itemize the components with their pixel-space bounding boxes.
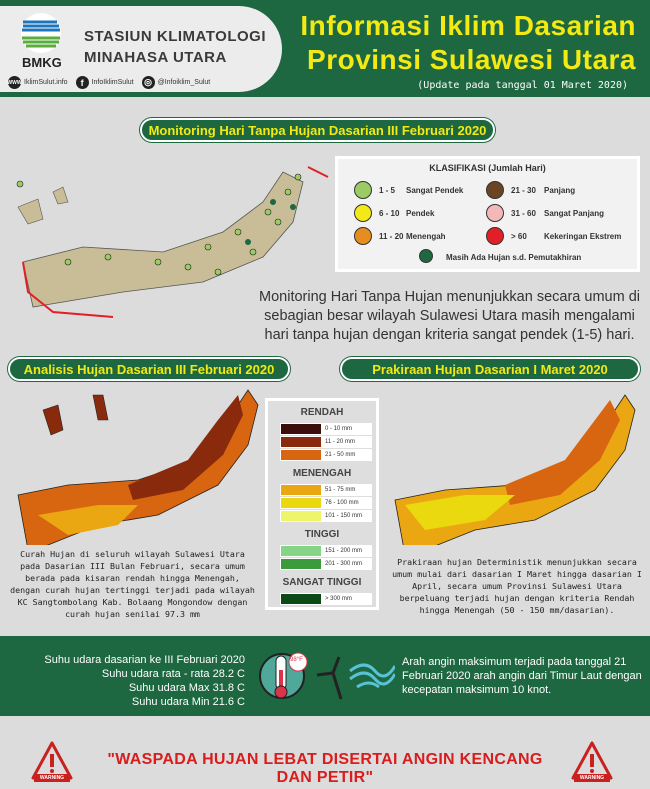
org-name-line1: STASIUN KLIMATOLOGI xyxy=(84,28,266,45)
rain-group-title: MENENGAH xyxy=(292,468,352,479)
rain-legend-label: Masih Ada Hujan s.d. Pemutakhiran xyxy=(446,253,582,262)
warning-badge-left: WARNING xyxy=(39,775,65,781)
rain-legend-row: 76 - 100 mm xyxy=(280,497,372,509)
analysis-banner: Analisis Hujan Dasarian III Februari 202… xyxy=(8,357,290,381)
forecast-text: Prakiraan hujan Deterministik menunjukka… xyxy=(392,557,642,615)
warning-right-icon xyxy=(571,741,613,782)
forecast-banner: Prakiraan Hujan Dasarian I Maret 2020 xyxy=(340,357,640,381)
class-dot-icon xyxy=(486,181,504,199)
rain-group-title: SANGAT TINGGI xyxy=(282,577,362,588)
rain-swatch xyxy=(281,546,321,556)
rain-legend-row: 21 - 50 mm xyxy=(280,449,372,461)
rain-swatch xyxy=(281,485,321,495)
temperature-info: Suhu udara dasarian ke III Februari 2020… xyxy=(5,653,245,709)
facebook-icon: f xyxy=(75,76,89,89)
class-dot-icon xyxy=(354,227,372,245)
logo-panel: BMKG STASIUN KLIMATOLOGI MINAHASA UTARA … xyxy=(0,6,282,92)
analysis-text: Curah Hujan di seluruh wilayah Sulawesi … xyxy=(10,549,255,619)
class-range: 21 - 30 xyxy=(511,186,536,195)
instagram-icon: ◎ xyxy=(141,76,155,89)
rain-range: 101 - 150 mm xyxy=(325,513,363,519)
thermometer-icon xyxy=(259,652,308,699)
weather-band: Suhu udara dasarian ke III Februari 2020… xyxy=(0,636,650,716)
class-label: Panjang xyxy=(544,186,576,195)
rain-swatch xyxy=(281,450,321,460)
wind-info: Arah angin maksimum terjadi pada tanggal… xyxy=(402,656,642,696)
monitoring-summary: Monitoring Hari Tanpa Hujan menunjukkan … xyxy=(259,289,640,343)
class-label: Menengah xyxy=(406,232,446,241)
rain-range: 201 - 300 mm xyxy=(325,561,363,567)
temp-min: Suhu udara Min 21.6 C xyxy=(131,696,245,708)
rain-dot-icon xyxy=(419,249,433,263)
temp-title: Suhu udara dasarian ke III Februari 2020 xyxy=(44,654,245,666)
class-label: Pendek xyxy=(406,209,435,218)
wind-icon xyxy=(316,656,395,700)
rain-swatch xyxy=(281,559,321,569)
classification-legend: KLASIFIKASI (Jumlah Hari) 1 - 5 Sangat P… xyxy=(335,156,640,272)
monitoring-map xyxy=(16,166,329,318)
instagram-link[interactable]: ◎ @Infoiklim_Sulut xyxy=(141,76,210,89)
rain-legend-row: 101 - 150 mm xyxy=(280,510,372,522)
class-dot-icon xyxy=(354,204,372,222)
rain-legend-row: 51 - 75 mm xyxy=(280,484,372,496)
class-range: 11 - 20 xyxy=(379,232,404,241)
analysis-map xyxy=(17,389,259,545)
rain-swatch xyxy=(281,437,321,447)
rain-swatch xyxy=(281,511,321,521)
rain-swatch xyxy=(281,594,321,604)
rainfall-legend: RENDAH 0 - 10 mm 11 - 20 mm 21 - 50 mm MENEN… xyxy=(265,398,379,610)
update-date: (Update pada tanggal 01 Maret 2020) xyxy=(417,80,628,91)
web-icon: WWW xyxy=(7,76,22,89)
warning-badge-right: WARNING xyxy=(579,775,605,781)
temp-max: Suhu udara Max 31.8 C xyxy=(128,682,245,694)
class-label: Kekeringan Ekstrem xyxy=(544,232,622,241)
rain-legend-row: > 300 mm xyxy=(280,593,372,605)
warning-text: "WASPADA HUJAN LEBAT DISERTAI ANGIN KENC… xyxy=(107,751,543,786)
class-dot-icon xyxy=(486,227,504,245)
rain-legend-row: 151 - 200 mm xyxy=(280,545,372,557)
rain-swatch xyxy=(281,424,321,434)
class-dot-icon xyxy=(486,204,504,222)
monitoring-banner: Monitoring Hari Tanpa Hujan Dasarian III… xyxy=(140,118,495,142)
rain-range: 51 - 75 mm xyxy=(325,487,356,493)
rain-legend-row: 0 - 10 mm xyxy=(280,423,372,435)
rain-range: 21 - 50 mm xyxy=(325,452,356,458)
thermometer-badge: 98°F xyxy=(290,657,303,663)
title-line2: Provinsi Sulawesi Utara xyxy=(307,44,636,75)
website-link[interactable]: WWW IklimSulut.info xyxy=(7,76,68,89)
class-dot-icon xyxy=(354,181,372,199)
bmkg-logo-icon xyxy=(21,13,61,53)
rain-group-title: TINGGI xyxy=(304,529,340,540)
org-name-line2: MINAHASA UTARA xyxy=(84,49,227,66)
rain-range: 151 - 200 mm xyxy=(325,548,363,554)
rain-range: 76 - 100 mm xyxy=(325,500,359,506)
rain-range: 0 - 10 mm xyxy=(325,426,353,432)
rain-legend-row: 11 - 20 mm xyxy=(280,436,372,448)
class-range: 6 - 10 xyxy=(379,209,400,218)
rain-range: 11 - 20 mm xyxy=(325,439,355,445)
rain-range: > 300 mm xyxy=(325,596,352,602)
logo-text: BMKG xyxy=(22,55,62,70)
class-range: 1 - 5 xyxy=(379,186,396,195)
temp-avg: Suhu udara rata - rata 28.2 C xyxy=(101,668,245,680)
rain-legend-row: 201 - 300 mm xyxy=(280,558,372,570)
title-line1: Informasi Iklim Dasarian xyxy=(300,10,636,41)
forecast-map xyxy=(394,394,636,545)
rain-group-title: RENDAH xyxy=(300,407,344,418)
class-range: 31 - 60 xyxy=(511,209,536,218)
facebook-link[interactable]: f InfoIklimSulut xyxy=(75,76,134,89)
class-label: Sangat Panjang xyxy=(544,209,605,218)
legend-title: KLASIFIKASI (Jumlah Hari) xyxy=(429,163,546,173)
class-label: Sangat Pendek xyxy=(406,186,464,195)
class-range: > 60 xyxy=(511,232,527,241)
warning-left-icon xyxy=(31,741,73,782)
rain-swatch xyxy=(281,498,321,508)
